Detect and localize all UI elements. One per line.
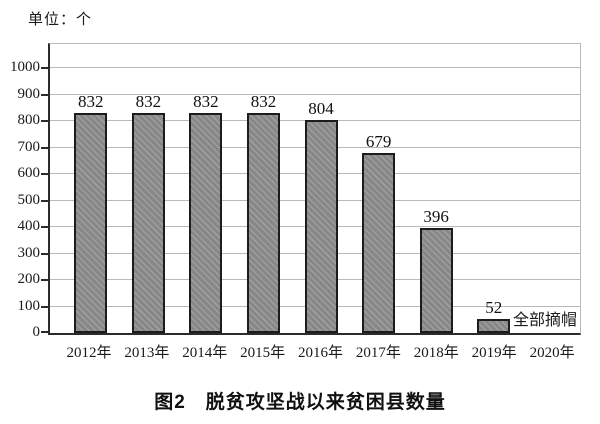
bar-value-label-2018年: 396 (423, 207, 449, 226)
bars-area: 832 832 832 832 804 679 396 52 (50, 44, 580, 333)
bar-value-label-2019年: 52 (485, 298, 503, 317)
bar-2012年 (74, 113, 108, 333)
x-tick-label-2014年: 2014年 (182, 345, 228, 361)
bar-2015年 (246, 113, 280, 333)
figure-caption: 图2 脱贫攻坚战以来贫困县数量 (154, 392, 446, 413)
unit-label: 单位：个 (28, 12, 93, 28)
bar-column-2012年: 832 (62, 44, 120, 333)
y-tick-label-600: 600 (17, 165, 41, 181)
y-tick-label-300: 300 (17, 244, 41, 261)
bar-2018年 (419, 228, 453, 333)
x-tick-label-2019年: 2019年 (471, 345, 517, 361)
y-tick-mark-600 (41, 173, 50, 175)
y-tick-mark-500 (41, 199, 50, 202)
y-tick-label-800: 800 (17, 112, 41, 128)
y-tick-label-400: 400 (17, 218, 41, 234)
y-tick-label-900: 900 (17, 85, 41, 102)
y-tick-mark-800 (41, 120, 50, 122)
bar-2016年 (304, 120, 338, 333)
bar-chart-plot-area: 832 832 832 832 804 679 396 52 全部摘帽 (41, 43, 581, 335)
bar-column-2015年: 832 (235, 44, 293, 333)
y-tick-mark-700 (41, 146, 50, 149)
bar-column-2013年: 832 (120, 44, 178, 333)
x-tick-label-2020年: 2020年 (529, 345, 575, 361)
bar-2014年 (189, 113, 223, 333)
x-tick-label-2016年: 2016年 (298, 345, 344, 361)
y-tick-label-1000: 1000 (10, 59, 40, 75)
bar-column-2019年: 52 (465, 44, 523, 333)
y-tick-label-100: 100 (17, 297, 41, 314)
bar-2013年 (131, 113, 165, 333)
x-tick-label-2012年: 2012年 (66, 345, 112, 361)
gridline-1000 (50, 67, 580, 68)
bar-column-2016年: 804 (292, 44, 350, 333)
y-axis-labels: 0 100 200 300 400 500 600 700 800 900 1000 (0, 44, 42, 340)
y-tick-mark-900 (41, 93, 50, 96)
bar-value-label-2015年: 832 (250, 92, 277, 111)
y-tick-label-0: 0 (32, 324, 41, 340)
y-tick-mark-200 (41, 279, 50, 281)
bar-value-label-2013年: 832 (135, 92, 162, 111)
bar-value-label-2017年: 679 (365, 132, 392, 151)
bar-column-2014年: 832 (177, 44, 235, 333)
x-tick-label-2018年: 2018年 (413, 345, 459, 361)
y-tick-label-200: 200 (17, 271, 41, 287)
y-tick-mark-400 (41, 226, 50, 228)
gridline-900 (50, 93, 580, 95)
bar-value-label-2012年: 832 (78, 92, 104, 111)
bar-column-2018年: 396 (407, 44, 465, 333)
y-tick-label-500: 500 (17, 191, 41, 208)
x-tick-label-2013年: 2013年 (124, 345, 170, 361)
y-tick-mark-0 (41, 331, 50, 333)
bar-column-2017年: 679 (350, 44, 408, 333)
y-tick-mark-300 (41, 252, 50, 255)
y-tick-mark-100 (41, 305, 50, 308)
x-tick-label-2015年: 2015年 (240, 345, 286, 361)
x-axis-labels: 2012年 2013年 2014年 2015年 2016年 2017年 2018年 2019年… (48, 341, 581, 362)
x-tick-label-2017年: 2017年 (355, 345, 401, 361)
bar-value-label-2014年: 832 (193, 92, 219, 111)
y-tick-mark-1000 (41, 67, 50, 69)
bar-2017年 (362, 153, 396, 333)
bar-column-2020年 (523, 44, 581, 333)
annotation-all-delisted: 全部摘帽 (512, 312, 577, 329)
bar-value-label-2016年: 804 (308, 99, 334, 118)
y-tick-label-700: 700 (17, 138, 41, 155)
bar-2019年 (477, 319, 511, 333)
